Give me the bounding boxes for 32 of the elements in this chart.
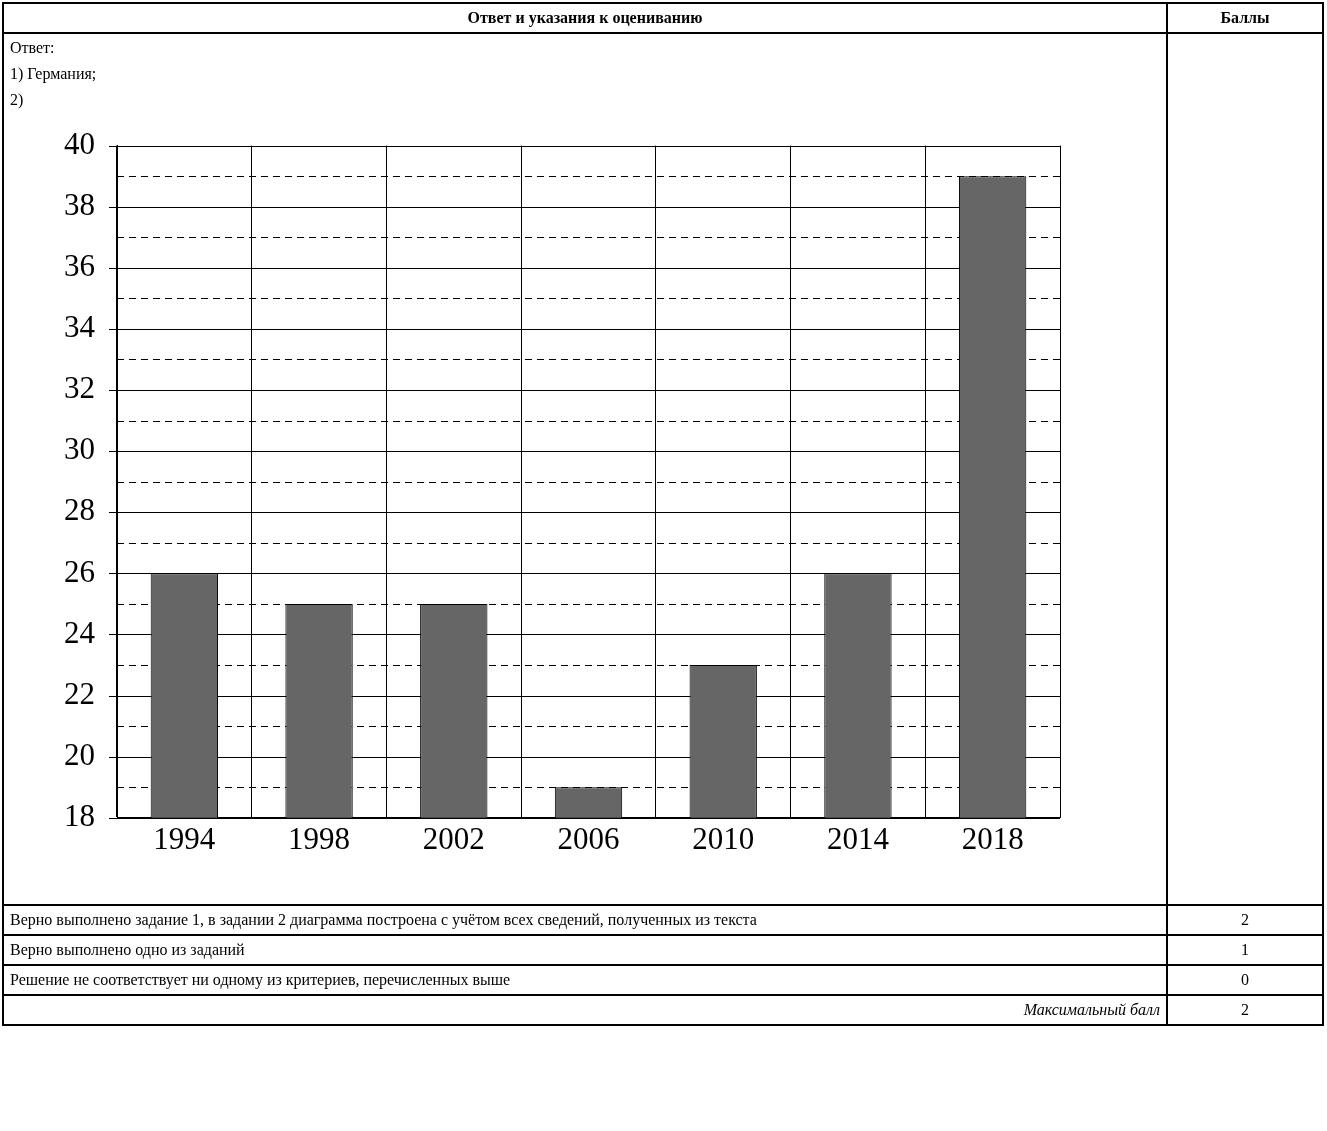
x-tick-label: 2006 <box>557 820 620 856</box>
y-tick-label: 38 <box>64 186 95 222</box>
x-tick-label: 2018 <box>961 820 1024 856</box>
text: Решение не соответствует ни одному из критериев, перечисленных выше <box>3 965 1167 995</box>
text: Ответ и указания к оцениванию <box>3 3 1167 33</box>
y-tick-label: 20 <box>64 736 95 772</box>
y-tick-label: 32 <box>64 370 95 406</box>
y-tick-label: 36 <box>64 247 95 283</box>
y-tick-label: 22 <box>64 675 95 711</box>
text: 0 <box>1167 965 1323 995</box>
y-tick-label: 34 <box>64 309 96 345</box>
x-tick-label: 1998 <box>288 820 351 856</box>
text: Ответ: <box>10 38 56 58</box>
text: 1 <box>1167 935 1323 965</box>
y-tick-label: 18 <box>64 797 95 833</box>
y-tick-label: 26 <box>64 553 95 589</box>
text: Верно выполнено одно из заданий <box>3 935 1167 965</box>
x-tick-label: 2002 <box>422 820 485 856</box>
y-tick-label: 28 <box>64 492 95 528</box>
x-tick-label: 2010 <box>692 820 755 856</box>
text: Баллы <box>1167 3 1323 33</box>
text: 2) <box>10 90 25 111</box>
text: Максимальный балл <box>3 995 1167 1025</box>
text: 2 <box>1167 905 1323 935</box>
x-tick-label: 2014 <box>826 820 890 856</box>
y-tick-label: 40 <box>64 125 95 161</box>
text: Верно выполнено задание 1, в задании 2 диаграмма построена с учётом всех сведений, полученных из текста <box>3 905 1167 935</box>
x-tick-label: 1994 <box>153 820 216 856</box>
text: 1) Германия; <box>10 64 98 85</box>
text: 2 <box>1167 995 1323 1025</box>
y-tick-label: 24 <box>64 614 96 650</box>
y-tick-label: 30 <box>64 431 95 467</box>
